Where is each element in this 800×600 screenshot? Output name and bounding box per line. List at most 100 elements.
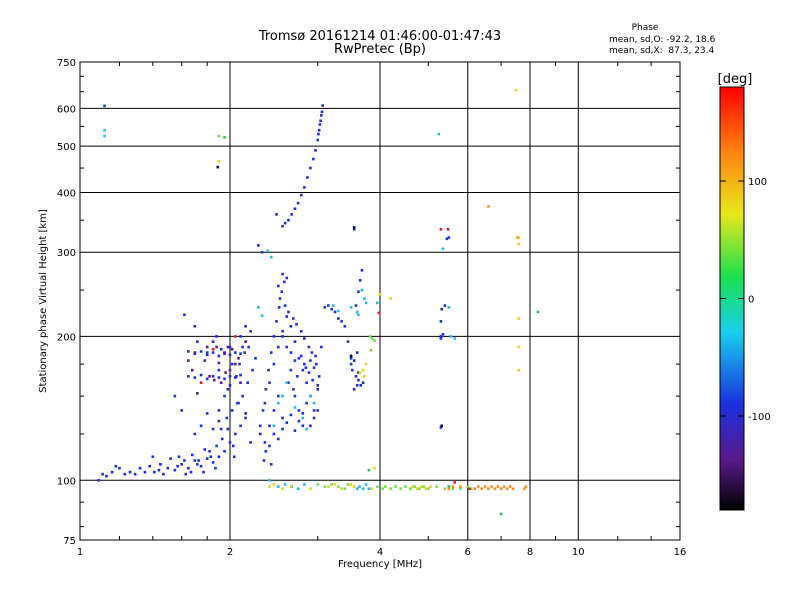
data-point	[217, 368, 221, 372]
data-point	[362, 375, 366, 378]
y-tick-label: 300	[57, 248, 76, 259]
data-point	[283, 221, 287, 225]
data-point	[358, 485, 361, 488]
data-point	[299, 329, 303, 333]
data-point	[262, 459, 266, 462]
data-point	[114, 464, 118, 468]
data-point	[316, 483, 320, 486]
data-point	[223, 351, 226, 354]
data-point	[232, 455, 236, 459]
data-point	[267, 368, 270, 372]
data-point	[399, 487, 402, 491]
data-point	[320, 345, 323, 349]
data-point	[312, 409, 316, 412]
data-point	[447, 306, 451, 309]
data-point	[226, 388, 230, 391]
data-point	[148, 464, 152, 468]
data-point	[214, 466, 217, 470]
data-point	[437, 132, 441, 136]
data-point	[205, 353, 209, 357]
data-point	[517, 317, 521, 320]
data-point	[264, 449, 268, 453]
data-point	[523, 487, 526, 491]
data-point	[268, 478, 271, 482]
data-point	[101, 472, 104, 476]
data-point	[306, 176, 309, 179]
data-point	[349, 483, 353, 486]
data-point	[310, 351, 314, 354]
x-tick-labels: 1 2 4 6 8 10 16	[77, 547, 687, 558]
data-point	[239, 335, 242, 338]
data-point	[299, 354, 303, 358]
data-point	[293, 359, 297, 362]
data-point	[238, 362, 241, 366]
data-point	[217, 134, 221, 138]
data-point	[470, 487, 473, 491]
data-point	[297, 419, 301, 423]
data-point	[283, 304, 287, 307]
data-point	[295, 322, 298, 326]
data-point	[138, 466, 142, 470]
data-point	[205, 377, 209, 381]
data-point	[228, 353, 232, 357]
data-point	[355, 487, 359, 491]
data-point	[189, 470, 193, 474]
data-point	[312, 401, 316, 405]
data-point	[352, 388, 356, 391]
data-point	[440, 424, 444, 428]
data-point	[303, 483, 306, 486]
data-point	[105, 474, 108, 478]
y-tick-label: 100	[57, 476, 76, 487]
data-point	[301, 368, 305, 372]
data-point	[493, 487, 497, 491]
y-tick-label: 600	[57, 104, 76, 115]
data-point	[317, 375, 321, 378]
data-point	[411, 485, 414, 488]
data-point	[219, 347, 223, 351]
data-point	[244, 416, 247, 420]
data-point	[231, 444, 235, 448]
data-point	[187, 375, 190, 378]
data-point	[311, 378, 314, 382]
data-point	[370, 337, 374, 340]
data-point	[197, 459, 200, 462]
data-point	[196, 392, 199, 395]
data-point	[426, 487, 430, 491]
data-point	[439, 320, 443, 323]
data-point	[268, 381, 271, 385]
data-point	[447, 236, 451, 239]
data-point	[289, 485, 293, 488]
data-point	[355, 384, 359, 387]
data-point	[103, 128, 106, 132]
data-point	[305, 427, 308, 431]
data-point	[340, 487, 343, 491]
data-point	[159, 463, 162, 466]
data-point	[244, 340, 247, 343]
data-point	[297, 356, 301, 360]
data-point	[370, 487, 374, 491]
data-point	[199, 350, 203, 353]
data-point	[330, 483, 334, 486]
data-point	[272, 483, 276, 486]
data-point	[211, 351, 215, 354]
tick-marks	[80, 62, 680, 540]
data-point	[103, 134, 106, 138]
data-point	[441, 333, 445, 336]
data-point	[312, 416, 316, 420]
data-point	[241, 394, 244, 398]
data-point	[413, 485, 417, 488]
data-point	[296, 201, 300, 205]
data-point	[278, 297, 282, 300]
data-point	[244, 412, 247, 415]
data-point	[211, 375, 215, 378]
data-point	[301, 416, 305, 420]
data-point	[307, 371, 311, 374]
data-point	[228, 345, 232, 349]
colorbar-tick-label: 0	[748, 295, 754, 306]
data-point	[439, 228, 443, 231]
y-axis-label: Stationary phase Virtual Height [km]	[38, 209, 49, 393]
data-point	[187, 350, 190, 353]
chart-subtitle: RwPretec (Bp)	[334, 42, 426, 57]
x-tick-label: 8	[527, 547, 533, 558]
data-point	[118, 466, 121, 470]
